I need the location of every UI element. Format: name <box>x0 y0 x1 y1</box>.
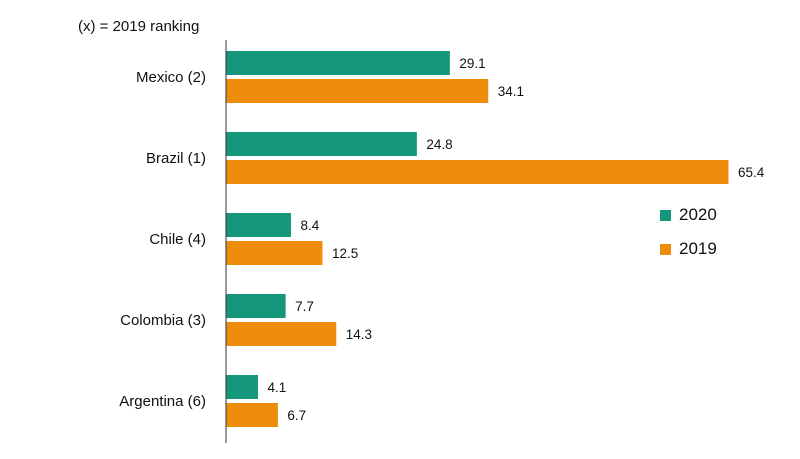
bar-2019 <box>226 79 489 103</box>
category-label: Brazil (1) <box>146 150 206 167</box>
legend-item-2020: 2020 <box>660 198 717 232</box>
bar-2020 <box>226 213 291 237</box>
data-label-2020: 29.1 <box>459 56 485 71</box>
bar-2019 <box>226 241 323 265</box>
data-label-2020: 4.1 <box>267 380 286 395</box>
category-label: Chile (4) <box>149 231 206 248</box>
legend-label-2019: 2019 <box>679 239 717 258</box>
data-label-2019: 12.5 <box>332 246 358 261</box>
data-label-2019: 6.7 <box>287 408 306 423</box>
category-label: Colombia (3) <box>120 312 206 329</box>
data-label-2019: 65.4 <box>738 165 765 180</box>
bar-2020 <box>226 294 286 318</box>
legend-swatch-2020 <box>660 209 671 221</box>
bar-2020 <box>226 132 417 156</box>
category-label: Argentina (6) <box>119 393 206 410</box>
chart-note: (x) = 2019 ranking <box>78 18 200 35</box>
bar-2019 <box>226 322 337 346</box>
data-label-2020: 24.8 <box>426 137 452 152</box>
bar-2020 <box>226 51 450 75</box>
data-label-2020: 8.4 <box>300 218 319 233</box>
legend-label-2020: 2020 <box>679 205 717 224</box>
data-label-2020: 7.7 <box>295 299 314 314</box>
legend-swatch-2019 <box>660 243 671 255</box>
bar-2019 <box>226 403 278 427</box>
bar-2020 <box>226 375 258 399</box>
data-label-2019: 34.1 <box>498 84 524 99</box>
data-label-2019: 14.3 <box>346 327 372 342</box>
legend-item-2019: 2019 <box>660 232 717 266</box>
legend: 2020 2019 <box>660 198 717 266</box>
category-label: Mexico (2) <box>136 69 206 86</box>
bar-2019 <box>226 160 729 184</box>
